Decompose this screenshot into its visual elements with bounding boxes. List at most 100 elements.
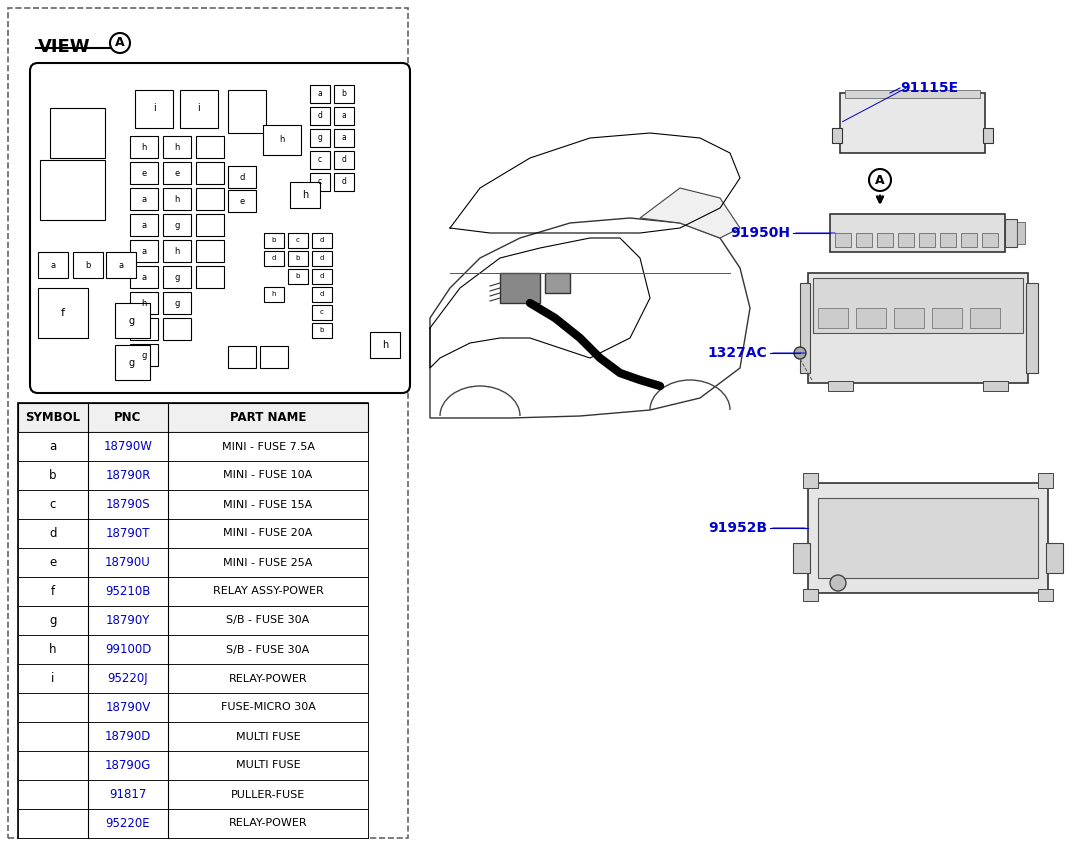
Bar	[164, 188, 191, 210]
Bar	[312, 233, 332, 248]
Bar	[1005, 219, 1017, 247]
Text: b: b	[272, 237, 276, 243]
Bar	[1038, 473, 1053, 488]
Bar	[310, 107, 330, 125]
Bar	[500, 273, 540, 303]
Bar	[18, 693, 368, 722]
Text: f: f	[51, 585, 55, 598]
Text: e: e	[50, 556, 56, 569]
Text: VIEW: VIEW	[38, 38, 91, 56]
Bar	[164, 318, 191, 340]
Bar	[370, 332, 400, 358]
Text: 1327AC: 1327AC	[707, 346, 767, 360]
Circle shape	[110, 33, 130, 53]
Text: h: h	[279, 136, 285, 144]
Bar	[808, 483, 1048, 593]
Bar	[115, 303, 151, 338]
Bar	[196, 162, 224, 184]
Text: h: h	[141, 142, 146, 152]
Text: 18790U: 18790U	[105, 556, 151, 569]
Text: A: A	[115, 36, 125, 49]
Bar	[982, 233, 999, 247]
Text: A: A	[875, 174, 885, 187]
Bar	[545, 273, 570, 293]
Text: RELAY-POWER: RELAY-POWER	[229, 818, 308, 828]
Bar	[832, 128, 841, 143]
Bar	[18, 490, 368, 519]
Bar	[818, 498, 1038, 578]
Text: h: h	[382, 340, 388, 350]
Bar	[73, 252, 103, 278]
Text: d: d	[319, 292, 324, 298]
Bar	[130, 188, 158, 210]
Bar	[310, 129, 330, 147]
Text: g: g	[174, 220, 180, 230]
Polygon shape	[430, 218, 751, 418]
Bar	[334, 107, 354, 125]
Text: S/B - FUSE 30A: S/B - FUSE 30A	[226, 644, 310, 655]
Bar	[919, 233, 935, 247]
Bar	[288, 251, 308, 266]
Text: c: c	[296, 237, 300, 243]
Text: b: b	[86, 260, 91, 270]
Bar	[50, 108, 105, 158]
Text: d: d	[319, 255, 324, 261]
Bar	[130, 344, 158, 366]
Text: g: g	[129, 316, 135, 326]
Text: b: b	[319, 327, 324, 333]
Bar	[18, 403, 368, 838]
Bar	[106, 252, 136, 278]
Bar	[164, 214, 191, 236]
Bar	[40, 160, 105, 220]
Bar	[803, 589, 818, 601]
Bar	[1038, 589, 1053, 601]
Bar	[18, 432, 368, 461]
Bar	[260, 346, 288, 368]
Text: 18790S: 18790S	[106, 498, 151, 511]
Bar	[115, 345, 151, 380]
Text: e: e	[142, 169, 146, 177]
Text: 91950H: 91950H	[730, 226, 790, 240]
Bar	[164, 136, 191, 158]
Text: g: g	[141, 350, 146, 360]
Bar	[1026, 283, 1038, 373]
Text: a: a	[142, 194, 146, 204]
Text: c: c	[318, 155, 322, 165]
Bar	[1017, 222, 1025, 244]
Bar	[310, 173, 330, 191]
Text: d: d	[341, 177, 347, 187]
Text: 95220J: 95220J	[107, 672, 148, 685]
Text: PART NAME: PART NAME	[230, 411, 306, 424]
Text: h: h	[141, 298, 146, 308]
Bar	[800, 283, 810, 373]
Text: FUSE-MICRO 30A: FUSE-MICRO 30A	[221, 702, 315, 712]
Text: h: h	[272, 292, 276, 298]
Bar	[312, 287, 332, 302]
Bar	[940, 233, 956, 247]
Bar	[130, 266, 158, 288]
Bar	[310, 151, 330, 169]
Bar	[229, 90, 266, 133]
Text: b: b	[296, 255, 300, 261]
Text: c: c	[321, 310, 324, 315]
Bar	[196, 240, 224, 262]
Bar	[164, 266, 191, 288]
Text: d: d	[239, 172, 245, 181]
Bar	[818, 308, 848, 328]
Text: SYMBOL: SYMBOL	[25, 411, 80, 424]
Bar	[18, 577, 368, 606]
Text: i: i	[51, 672, 54, 685]
Bar	[845, 90, 980, 98]
Text: e: e	[239, 197, 245, 205]
Bar	[196, 266, 224, 288]
Bar	[803, 473, 818, 488]
Bar	[130, 292, 158, 314]
Bar	[196, 188, 224, 210]
Text: 91115E: 91115E	[900, 81, 958, 95]
Text: d: d	[272, 255, 276, 261]
Bar	[8, 8, 408, 838]
Bar	[808, 273, 1028, 383]
Bar	[334, 151, 354, 169]
Text: MULTI FUSE: MULTI FUSE	[236, 761, 300, 771]
Bar	[196, 136, 224, 158]
